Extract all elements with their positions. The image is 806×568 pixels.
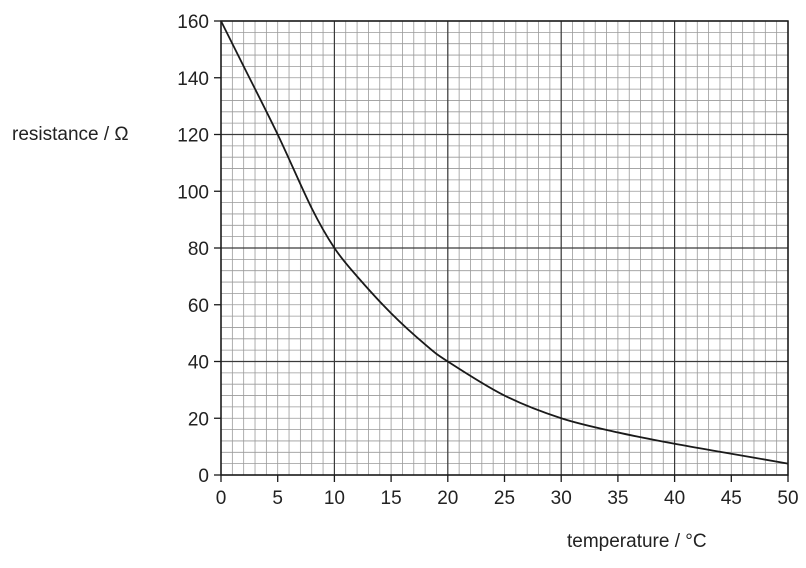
x-tick-label: 15 xyxy=(381,488,402,509)
x-tick-label: 30 xyxy=(551,488,572,509)
x-tick-label: 5 xyxy=(272,488,283,509)
series-line-0 xyxy=(220,20,789,465)
y-tick-label: 100 xyxy=(177,182,209,203)
x-tick-label: 25 xyxy=(494,488,515,509)
x-tick-label: 45 xyxy=(721,488,742,509)
x-tick-label: 40 xyxy=(664,488,685,509)
y-tick-label: 40 xyxy=(188,353,209,374)
y-axis-label: resistance / Ω xyxy=(12,124,129,145)
y-tick-label: 60 xyxy=(188,296,209,317)
y-tick-label: 120 xyxy=(177,126,209,147)
y-tick-label: 0 xyxy=(198,466,209,487)
series-layer xyxy=(220,20,789,465)
y-axis-ticks: 0 20 40 60 80 100 120 140 160 xyxy=(177,12,221,487)
x-tick-label: 20 xyxy=(437,488,458,509)
x-tick-label: 10 xyxy=(324,488,345,509)
y-tick-label: 160 xyxy=(177,12,209,33)
x-tick-label: 50 xyxy=(777,488,798,509)
x-axis-ticks: 0 5 10 15 20 25 30 35 40 45 50 xyxy=(216,475,799,509)
x-tick-label: 0 xyxy=(216,488,227,509)
y-tick-label: 140 xyxy=(177,69,209,90)
y-tick-label: 80 xyxy=(188,239,209,260)
x-axis-label: temperature / °C xyxy=(567,531,707,552)
x-tick-label: 35 xyxy=(607,488,628,509)
y-tick-label: 20 xyxy=(188,409,209,430)
